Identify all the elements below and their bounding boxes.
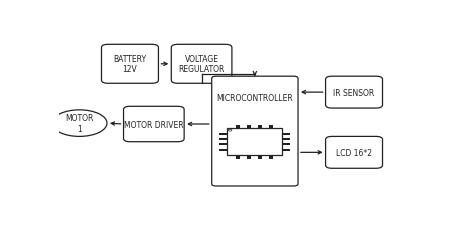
FancyBboxPatch shape [124,107,184,142]
Bar [237,125,240,129]
Bar [219,133,227,135]
Text: BATTERY
12V: BATTERY 12V [113,55,146,74]
Bar [258,155,262,159]
FancyBboxPatch shape [101,45,158,84]
Bar [269,125,273,129]
Bar [282,144,290,146]
Bar [282,149,290,151]
FancyBboxPatch shape [326,77,383,109]
FancyBboxPatch shape [227,129,282,155]
FancyBboxPatch shape [171,45,232,84]
Circle shape [52,110,107,137]
Text: MOTOR
1: MOTOR 1 [65,114,94,133]
Text: LCD 16*2: LCD 16*2 [336,148,372,157]
Bar [269,155,273,159]
Bar [282,133,290,135]
Text: MOTOR DRIVER: MOTOR DRIVER [124,120,183,129]
Bar [219,149,227,151]
Circle shape [228,130,232,131]
Text: VOLTAGE
REGULATOR: VOLTAGE REGULATOR [178,55,225,74]
Bar [247,125,251,129]
Text: IR SENSOR: IR SENSOR [333,88,374,97]
FancyBboxPatch shape [212,77,298,186]
Bar [282,139,290,140]
Bar [247,155,251,159]
Bar [219,139,227,140]
Bar [237,155,240,159]
Bar [258,125,262,129]
Bar [219,144,227,146]
Text: MICROCONTROLLER: MICROCONTROLLER [217,93,293,103]
FancyBboxPatch shape [326,137,383,169]
